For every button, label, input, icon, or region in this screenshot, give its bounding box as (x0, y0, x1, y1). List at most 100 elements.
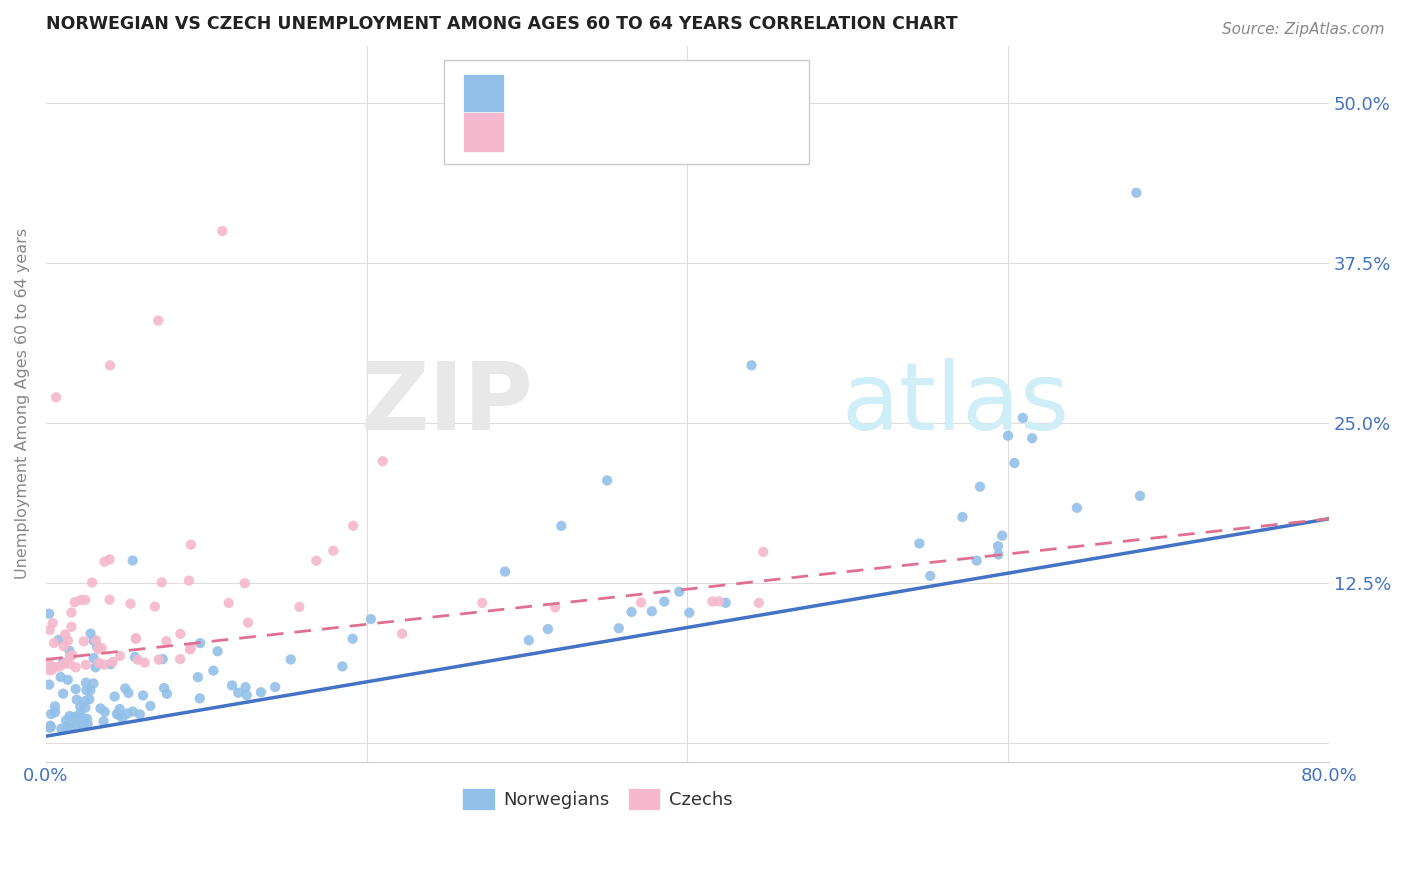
Point (75, 683, 97, 698)
Point (620, 605, 643, 619)
Point (114, 681, 136, 696)
Point (494, 565, 516, 579)
Point (1011, 410, 1033, 425)
Point (235, 680, 257, 694)
Point (250, 685, 273, 699)
Point (120, 597, 142, 611)
Point (59, 709, 82, 723)
Point (59, 644, 82, 658)
Point (180, 538, 202, 552)
Point (652, 594, 675, 608)
Point (39, 720, 62, 734)
Point (132, 689, 155, 703)
Point (51, 722, 73, 736)
Point (75, 593, 97, 607)
Point (236, 615, 259, 630)
Point (59, 649, 82, 664)
Point (82, 575, 104, 590)
Point (207, 644, 229, 658)
Point (148, 313, 170, 327)
Text: N =: N = (658, 85, 692, 103)
Point (55, 714, 77, 728)
Point (155, 634, 177, 648)
Point (38, 664, 60, 678)
Point (52, 639, 75, 653)
Point (93, 714, 115, 729)
Point (56, 673, 79, 687)
Text: ZIP: ZIP (360, 358, 533, 450)
Point (741, 359, 763, 373)
Point (42, 659, 65, 673)
Point (468, 96, 491, 111)
Point (89, 701, 111, 715)
Point (59, 721, 82, 735)
Point (69, 699, 91, 714)
Point (65, 681, 87, 696)
Point (117, 686, 139, 700)
Point (218, 596, 240, 610)
Point (65, 714, 87, 729)
Point (72, 717, 94, 731)
Point (550, 519, 572, 533)
Point (82, 633, 104, 648)
Point (75, 657, 97, 672)
Point (38, 657, 60, 671)
Point (148, 652, 170, 666)
Point (221, 678, 243, 692)
Text: 70: 70 (706, 123, 730, 141)
Point (125, 632, 148, 646)
Point (66, 692, 89, 706)
Point (79, 626, 101, 640)
Point (125, 631, 148, 645)
Point (87, 656, 110, 670)
Point (104, 690, 127, 704)
Point (360, 612, 382, 626)
Point (100, 657, 122, 672)
Point (211, 224, 233, 238)
Y-axis label: Unemployment Among Ages 60 to 64 years: Unemployment Among Ages 60 to 64 years (15, 228, 30, 579)
Point (920, 569, 942, 583)
Point (105, 706, 128, 721)
Text: N =: N = (658, 123, 692, 141)
Point (38, 607, 60, 621)
Point (1021, 431, 1043, 445)
Point (84, 633, 107, 648)
Point (73, 694, 96, 708)
Point (987, 548, 1010, 562)
Point (169, 627, 191, 641)
Point (56, 633, 79, 648)
Point (39, 706, 62, 721)
Point (153, 681, 176, 695)
Point (98, 359, 121, 373)
Legend: Norwegians, Czechs: Norwegians, Czechs (456, 780, 741, 817)
Point (668, 584, 690, 599)
Point (630, 595, 652, 609)
Point (471, 596, 494, 610)
Point (187, 670, 209, 684)
Point (101, 655, 124, 669)
Point (73, 634, 96, 648)
Point (52, 687, 75, 701)
Point (49, 670, 72, 684)
FancyBboxPatch shape (463, 74, 503, 113)
Point (987, 539, 1010, 553)
Point (63, 709, 86, 723)
Point (60, 648, 83, 662)
Point (48, 659, 70, 673)
Point (83, 651, 105, 665)
Point (707, 594, 730, 608)
Point (93, 657, 115, 672)
Text: NORWEGIAN VS CZECH UNEMPLOYMENT AMONG AGES 60 TO 64 YEARS CORRELATION CHART: NORWEGIAN VS CZECH UNEMPLOYMENT AMONG AG… (46, 15, 957, 33)
Point (75, 700, 97, 714)
Point (70, 593, 93, 607)
Text: atlas: atlas (841, 358, 1070, 450)
Text: R =: R = (523, 123, 557, 141)
Point (544, 600, 567, 615)
Point (997, 428, 1019, 442)
Point (139, 698, 162, 713)
Point (179, 642, 201, 657)
Point (332, 659, 354, 673)
FancyBboxPatch shape (463, 112, 503, 152)
Point (517, 633, 540, 648)
Point (305, 554, 328, 568)
